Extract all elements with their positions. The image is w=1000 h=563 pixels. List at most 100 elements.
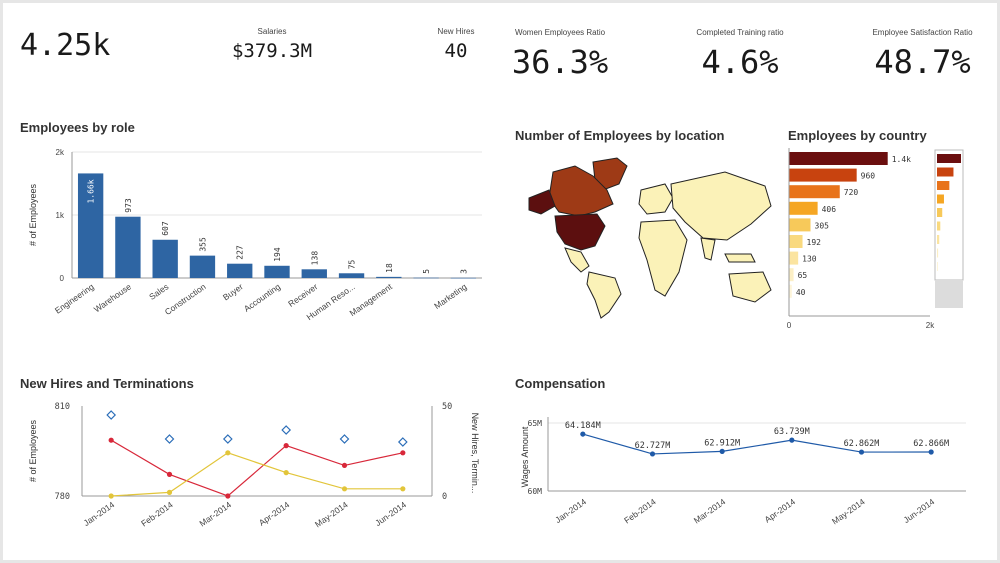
diamond-marker[interactable] — [106, 410, 117, 420]
yellow-point[interactable] — [400, 486, 406, 492]
diamond-marker[interactable] — [281, 425, 292, 435]
yellow-point[interactable] — [225, 450, 231, 456]
title-employees-by-role: Employees by role — [20, 120, 135, 135]
kpi-new-hires[interactable]: New Hires 40 — [426, 27, 486, 62]
compensation-point[interactable] — [928, 449, 934, 455]
country-bar[interactable] — [789, 284, 792, 298]
y-tick-label: 60M — [528, 487, 543, 496]
kpi-satisfaction-ratio[interactable]: Employee Satisfaction Ratio 48.7% — [855, 28, 990, 81]
compensation-data-label: 62.866M — [913, 439, 949, 449]
diamond-marker[interactable] — [339, 434, 350, 444]
bar[interactable] — [376, 276, 402, 278]
y-tick-label: 0 — [60, 274, 65, 283]
red-point[interactable] — [283, 443, 289, 449]
compensation-point[interactable] — [789, 437, 795, 443]
bar[interactable] — [115, 216, 141, 278]
y-axis-label: # of Employees — [28, 183, 38, 246]
country-bar-label: 192 — [807, 238, 822, 247]
bar[interactable] — [450, 277, 477, 279]
compensation-line[interactable] — [582, 433, 932, 455]
employees-by-role-chart[interactable]: # of Employees 0 1k 2k 1.66k Engineering 973 Wa… — [0, 140, 490, 340]
map-indonesia[interactable] — [724, 253, 756, 263]
red-point[interactable] — [225, 493, 231, 499]
x-tick-label: Jan-2014 — [553, 496, 588, 525]
diamond-marker[interactable] — [397, 437, 408, 447]
bar-data-label: 607 — [161, 221, 170, 236]
yellow-point[interactable] — [166, 489, 173, 495]
bar[interactable] — [77, 173, 104, 278]
bar[interactable] — [152, 239, 178, 278]
compensation-point[interactable] — [858, 449, 865, 455]
map-india[interactable] — [700, 237, 716, 261]
country-bar[interactable] — [789, 218, 811, 232]
bar[interactable] — [189, 255, 216, 278]
compensation-point[interactable] — [649, 451, 656, 457]
bar-data-label: 5 — [422, 269, 431, 274]
compensation-data-label: 62.912M — [704, 438, 740, 448]
overview-bar — [937, 248, 939, 258]
bar[interactable] — [227, 263, 253, 278]
compensation-point[interactable] — [719, 448, 725, 454]
compensation-data-label: 64.184M — [565, 421, 601, 431]
kpi-satisfaction-ratio-value: 48.7% — [874, 43, 971, 81]
compensation-point[interactable] — [580, 431, 586, 437]
bar[interactable] — [413, 277, 439, 279]
y-axis-label: Wages Amount — [520, 426, 530, 487]
map-asia[interactable] — [670, 171, 772, 241]
overview-bar — [937, 194, 944, 204]
bar[interactable] — [301, 269, 327, 278]
x-tick-label: Receiver — [286, 281, 319, 309]
map-africa[interactable] — [638, 219, 688, 297]
bar[interactable] — [338, 273, 365, 278]
x-tick-label: Sales — [147, 281, 170, 301]
kpi-training-ratio-label: Completed Training ratio — [696, 28, 784, 37]
country-bar[interactable] — [789, 152, 888, 165]
red-point[interactable] — [108, 437, 114, 443]
series-line-red[interactable] — [110, 439, 403, 497]
country-bar[interactable] — [789, 251, 799, 265]
country-bar[interactable] — [789, 201, 818, 215]
map-usa[interactable] — [554, 213, 606, 251]
title-employees-by-country: Employees by country — [788, 128, 927, 143]
world-map[interactable] — [515, 150, 780, 320]
overview-scrollbar[interactable] — [935, 280, 963, 308]
kpi-salaries[interactable]: Salaries $379.3M — [212, 27, 332, 62]
yellow-point[interactable] — [283, 470, 289, 476]
map-mexico[interactable] — [564, 247, 590, 273]
red-point[interactable] — [341, 462, 348, 468]
map-alaska[interactable] — [528, 189, 556, 215]
new-hires-terminations-chart[interactable]: # of Employees New Hires, Termin... 780 810… — [0, 392, 495, 557]
country-bar[interactable] — [789, 168, 857, 182]
map-south-america[interactable] — [586, 271, 622, 319]
country-bar[interactable] — [789, 185, 840, 199]
y-tick-label: 810 — [55, 402, 70, 412]
x-tick-label: Warehouse — [92, 281, 133, 314]
bar[interactable] — [264, 265, 290, 278]
red-point[interactable] — [166, 471, 173, 477]
series-line-yellow[interactable] — [111, 452, 403, 497]
kpi-women-ratio[interactable]: Women Employees Ratio 36.3% — [495, 28, 625, 81]
y-tick-label: 780 — [55, 492, 70, 502]
kpi-training-ratio[interactable]: Completed Training ratio 4.6% — [670, 28, 810, 81]
x-tick-label: Marketing — [432, 281, 469, 311]
country-bar[interactable] — [789, 235, 803, 248]
kpi-employees[interactable]: 4.25k — [20, 28, 110, 63]
yellow-point[interactable] — [108, 493, 114, 499]
kpi-employees-value: 4.25k — [20, 28, 111, 63]
title-new-hires-terminations: New Hires and Terminations — [20, 376, 194, 391]
map-europe[interactable] — [638, 183, 674, 215]
compensation-data-label: 63.739M — [774, 427, 810, 437]
x-tick-label: Management — [348, 281, 395, 318]
x-tick-label: Feb-2014 — [139, 499, 175, 528]
yellow-point[interactable] — [341, 486, 348, 492]
map-australia[interactable] — [728, 271, 772, 303]
diamond-marker[interactable] — [164, 434, 175, 444]
x-tick-label: Apr-2014 — [257, 499, 292, 527]
country-bar[interactable] — [789, 268, 794, 282]
kpi-salaries-value: $379.3M — [231, 40, 313, 62]
overview-bar — [937, 181, 950, 190]
diamond-marker[interactable] — [222, 434, 233, 444]
red-point[interactable] — [400, 450, 406, 456]
